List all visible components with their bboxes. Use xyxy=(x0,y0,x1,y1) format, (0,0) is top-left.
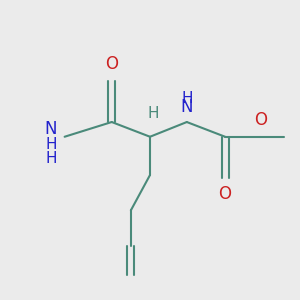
Text: H: H xyxy=(46,151,57,166)
Text: O: O xyxy=(105,56,118,74)
Text: H: H xyxy=(181,91,193,106)
Text: O: O xyxy=(219,185,232,203)
Text: N: N xyxy=(181,98,193,116)
Text: O: O xyxy=(254,111,267,129)
Text: H: H xyxy=(46,136,57,152)
Text: N: N xyxy=(45,120,57,138)
Text: H: H xyxy=(147,106,159,122)
